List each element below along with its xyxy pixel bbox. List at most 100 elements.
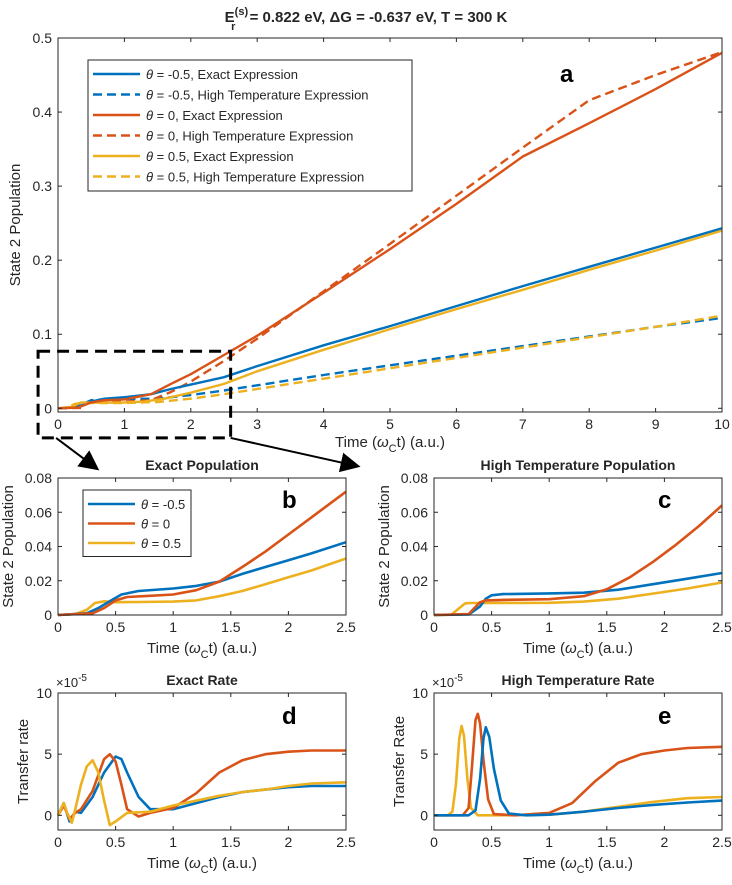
y-tick-label-e-1: 5 — [420, 746, 428, 762]
x-tick-label-c-3: 1.5 — [597, 619, 617, 635]
y-tick-label-a-2: 0.2 — [33, 252, 53, 268]
x-tick-label-c-0: 0 — [430, 619, 438, 635]
legend-text-a-1: , High Temperature Expression — [190, 88, 368, 103]
x-tick-label-a-7: 7 — [519, 416, 527, 432]
legend-theta-value-a-4: 0.5 — [168, 149, 186, 164]
legend-theta-symbol-a-1: θ — [146, 88, 153, 103]
svg-text:E(s)r = 0.822 eV, ΔG = -0.637: E(s) r = 0.822 eV, ΔG = -0.637 eV, T = 30… — [225, 6, 508, 33]
x-tick-label-e-2: 1 — [545, 834, 553, 850]
y-tick-label-c-1: 0.02 — [401, 573, 428, 589]
legend-text-a-2: , Exact Expression — [175, 108, 283, 123]
legend-equals-a-3: = — [153, 129, 168, 144]
y-axis-label-e: Transfer Rate — [391, 716, 408, 807]
zoom-arrow-to-c — [230, 436, 361, 473]
legend-label-a-3: θ = 0, High Temperature Expression — [146, 129, 353, 144]
series-line-d-1 — [56, 749, 346, 821]
suptitle-e-superscript: (s) — [235, 6, 249, 18]
x-axis-label-post-e: t) (a.u.) — [585, 855, 633, 872]
zoom-box — [36, 349, 233, 440]
y-exponent-power-e: -5 — [454, 673, 463, 684]
axes-box-d — [57, 692, 347, 831]
panel-title-b: Exact Population — [145, 457, 259, 473]
y-tick-label-a-0: 0 — [44, 400, 52, 416]
y-tick-label-c-2: 0.04 — [401, 539, 428, 555]
x-axis-label-post-c: t) (a.u.) — [585, 640, 633, 657]
x-tick-label-a-6: 6 — [453, 416, 461, 432]
x-tick-label-d-1: 0.5 — [106, 834, 126, 850]
x-axis-label-omega-d: ω — [189, 855, 201, 872]
legend-label-a-0: θ = -0.5, Exact Expression — [146, 67, 298, 82]
y-exponent-base-e: ×10 — [432, 675, 454, 690]
y-axis-label-d: Transfer rate — [15, 719, 32, 804]
legend-theta-value-a-2: 0 — [168, 108, 175, 123]
legend-theta-value-a-1: -0.5 — [168, 88, 190, 103]
legend-label-b-0: θ = -0.5 — [141, 497, 185, 512]
legend-theta-symbol-a-0: θ — [146, 67, 153, 82]
plot-area-c — [434, 478, 722, 615]
x-tick-label-c-1: 0.5 — [482, 619, 502, 635]
legend-equals-a-0: = — [153, 67, 168, 82]
legend-theta-value-a-0: -0.5 — [168, 67, 190, 82]
legend-equals-b-2: = — [148, 536, 163, 551]
legend-equals-b-0: = — [148, 497, 163, 512]
legend-text-a-3: , High Temperature Expression — [175, 129, 353, 144]
x-tick-label-a-3: 3 — [253, 416, 261, 432]
x-tick-label-e-1: 0.5 — [482, 834, 502, 850]
x-tick-label-e-5: 2.5 — [712, 834, 732, 850]
panel-b: 0 0.5 1 1.5 2 2.5 0 0.02 0.04 0.06 0.08 Time (ωCt) … — [0, 457, 356, 661]
y-axis-label-b: State 2 Population — [0, 485, 17, 608]
x-axis-label-pre-d: Time ( — [147, 855, 189, 872]
y-tick-label-c-4: 0.08 — [401, 470, 428, 486]
y-exponent-base-d: ×10 — [56, 675, 78, 690]
series-group-e — [434, 712, 723, 817]
x-tick-label-a-2: 2 — [187, 416, 195, 432]
panel-c: 0 0.5 1 1.5 2 2.5 0 0.02 0.04 0.06 0.08 Time (ωCt) … — [376, 457, 732, 661]
legend-text-a-4: , Exact Expression — [186, 149, 294, 164]
panel-title-e: High Temperature Rate — [502, 672, 655, 688]
x-axis-label-pre-e: Time ( — [523, 855, 565, 872]
y-tick-label-a-4: 0.4 — [33, 104, 53, 120]
x-tick-label-b-4: 2 — [285, 619, 293, 635]
x-axis-label-omega-a: ω — [377, 434, 389, 451]
x-tick-label-b-1: 0.5 — [106, 619, 126, 635]
x-tick-label-c-5: 2.5 — [712, 619, 732, 635]
panel-letter-b: b — [282, 487, 297, 514]
legend-label-a-5: θ = 0.5, High Temperature Expression — [146, 170, 364, 185]
series-line-c-2 — [433, 504, 723, 617]
legend-text-a-0: , Exact Expression — [190, 67, 298, 82]
x-axis-label-post-a: t) (a.u.) — [397, 434, 445, 451]
y-tick-label-b-0: 0 — [44, 607, 52, 623]
legend-equals-a-5: = — [153, 170, 168, 185]
y-axis-label-c: State 2 Population — [376, 485, 393, 608]
x-tick-label-e-4: 2 — [661, 834, 669, 850]
legend-b: θ = -0.5θ = 0θ = 0.5 — [82, 489, 192, 557]
y-tick-label-d-0: 0 — [44, 807, 52, 823]
legend-equals-a-4: = — [153, 149, 168, 164]
y-exponent-d: ×10-5 — [56, 673, 87, 690]
y-tick-label-a-3: 0.3 — [33, 178, 53, 194]
x-axis-label-d: Time (ωCt) (a.u.) — [147, 855, 257, 876]
y-tick-label-d-1: 5 — [44, 746, 52, 762]
series-line-e-1 — [434, 712, 723, 817]
y-tick-label-e-0: 0 — [420, 807, 428, 823]
x-tick-label-b-0: 0 — [54, 619, 62, 635]
x-axis-label-a: Time (ωCt) (a.u.) — [335, 434, 445, 455]
axes-box-e — [433, 692, 723, 831]
panel-title-d: Exact Rate — [166, 672, 238, 688]
x-axis-label-b: Time (ωCt) (a.u.) — [147, 640, 257, 661]
y-tick-label-d-2: 10 — [36, 685, 52, 701]
legend-equals-a-1: = — [153, 88, 168, 103]
series-line-e-0 — [434, 724, 723, 817]
series-line-b-2 — [57, 490, 347, 617]
x-tick-label-d-0: 0 — [54, 834, 62, 850]
legend-theta-symbol-a-2: θ — [146, 108, 153, 123]
panel-title-c: High Temperature Population — [481, 457, 676, 473]
x-tick-label-c-4: 2 — [661, 619, 669, 635]
y-tick-label-c-3: 0.06 — [401, 504, 428, 520]
legend-theta-value-b-0: -0.5 — [163, 497, 185, 512]
legend-label-b-1: θ = 0 — [141, 517, 170, 532]
suptitle-e-subscript: r — [231, 21, 236, 33]
